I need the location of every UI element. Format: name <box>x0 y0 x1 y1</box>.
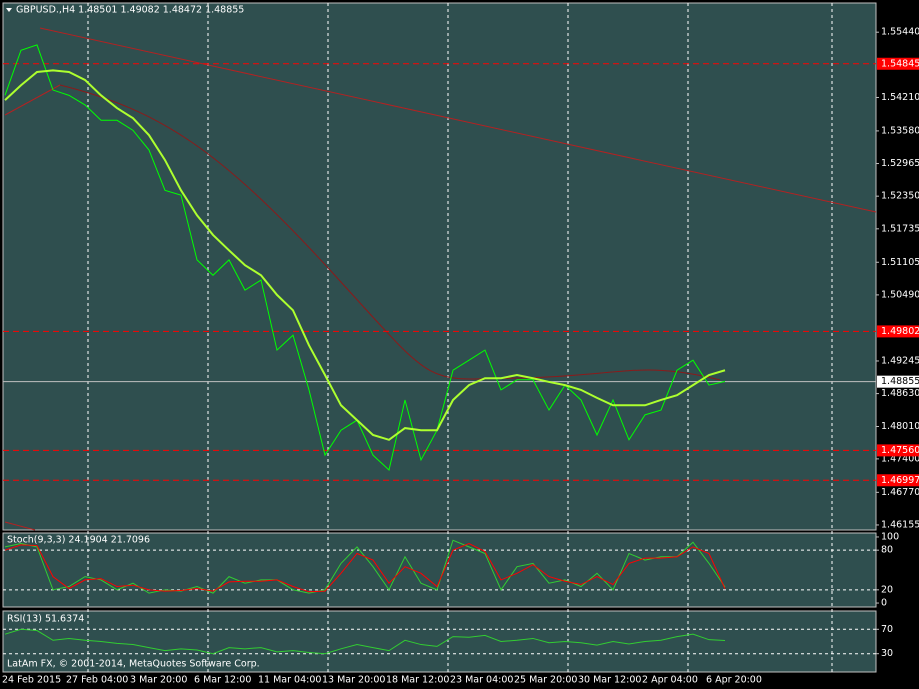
chart-title: GBPUSD.,H4 1.48501 1.49082 1.48472 1.488… <box>16 5 244 16</box>
y-tick-label: 1.48630 <box>881 388 919 399</box>
level-label-box <box>877 474 919 487</box>
y-tick-label: 1.47400 <box>881 453 919 464</box>
series-line <box>4 628 726 655</box>
x-tick-label: 27 Feb 04:00 <box>66 675 128 686</box>
y-tick-label: 100 <box>881 531 899 542</box>
x-tick-label: 6 Apr 20:00 <box>706 675 762 686</box>
current-price-box <box>877 375 919 388</box>
current-price-label: 1.48855 <box>881 376 919 387</box>
y-tick-label: 1.48010 <box>881 421 919 432</box>
x-tick-label: 11 Mar 04:00 <box>258 675 321 686</box>
trend-line <box>4 521 36 531</box>
y-tick-label: 1.52965 <box>881 158 919 169</box>
level-label-box <box>877 444 919 457</box>
y-tick-label: 1.52350 <box>881 191 919 202</box>
level-label-box <box>877 57 919 70</box>
series-line <box>4 44 726 471</box>
x-tick-label: 23 Mar 04:00 <box>450 675 513 686</box>
level-label: 1.47560 <box>881 445 919 456</box>
series-line <box>4 543 726 593</box>
stoch-panel <box>2 532 877 608</box>
x-tick-label: 6 Mar 12:00 <box>194 675 251 686</box>
y-tick-label: 1.53580 <box>881 125 919 136</box>
y-tick-label: 1.51735 <box>881 223 919 234</box>
x-tick-label: 18 Mar 12:00 <box>386 675 449 686</box>
y-tick-label: 1.54210 <box>881 92 919 103</box>
rsi-title: RSI(13) 51.6374 <box>7 614 84 625</box>
level-label: 1.49802 <box>881 326 919 337</box>
level-label-box <box>877 325 919 338</box>
x-tick-label: 3 Mar 20:00 <box>130 675 187 686</box>
stoch-title: Stoch(9,3,3) 24.1904 21.7096 <box>7 535 150 546</box>
y-tick-label: 1.49245 <box>881 355 919 366</box>
x-tick-label: 24 Feb 2015 <box>2 675 61 686</box>
x-tick-label: 2 Apr 04:00 <box>642 675 698 686</box>
trend-line <box>4 84 61 116</box>
y-tick-label: 30 <box>881 648 893 659</box>
main-panel <box>2 2 877 531</box>
y-tick-label: 1.46770 <box>881 487 919 498</box>
y-tick-label: 1.46155 <box>881 519 919 530</box>
y-tick-label: 1.55440 <box>881 27 919 38</box>
y-tick-label: 70 <box>881 624 893 635</box>
y-tick-label: 80 <box>881 545 893 556</box>
y-tick-label: 20 <box>881 584 893 595</box>
level-label: 1.54845 <box>881 58 919 69</box>
x-tick-label: 25 Mar 20:00 <box>514 675 577 686</box>
trend-line <box>39 27 877 213</box>
series-line <box>4 69 726 441</box>
y-tick-label: 0 <box>881 598 887 609</box>
y-tick-label: 1.51105 <box>881 257 919 268</box>
x-tick-label: 30 Mar 12:00 <box>578 675 641 686</box>
slow-ma <box>59 84 721 381</box>
y-tick-label: 1.50490 <box>881 289 919 300</box>
rsi-panel <box>2 610 877 673</box>
level-label: 1.46997 <box>881 475 919 486</box>
x-tick-label: 13 Mar 20:00 <box>322 675 385 686</box>
menu-arrow[interactable] <box>6 8 12 12</box>
copyright: LatAm FX, © 2001-2014, MetaQuotes Softwa… <box>7 659 260 670</box>
